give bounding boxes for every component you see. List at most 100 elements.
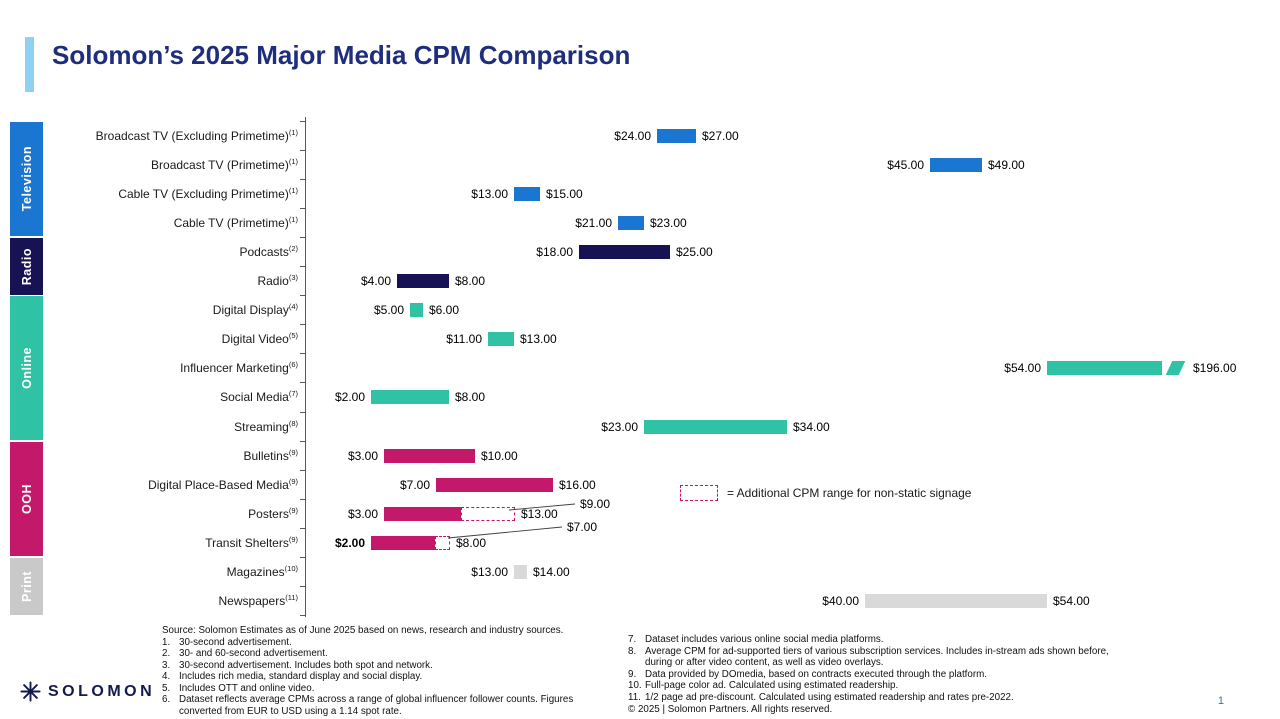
bar-min-label: $13.00 (471, 565, 508, 580)
axis-tick (300, 411, 305, 413)
bar-max-label: $14.00 (533, 565, 570, 580)
bar-min-label: $7.00 (399, 477, 430, 492)
footnotes-right-column: 7. Dataset includes various online social… (628, 634, 1114, 717)
row-label: Cable TV (Primetime)(1) (173, 214, 298, 230)
row-label: Broadcast TV (Excluding Primetime)(1) (95, 127, 298, 143)
footnotes: Source: Solomon Estimates as of June 202… (162, 625, 1252, 717)
footnotes-left-column: Source: Solomon Estimates as of June 202… (162, 625, 614, 717)
bar-min-label: $3.00 (347, 506, 378, 521)
chart-row-digital-display: Digital Display(4) $5.00 $6.00 (10, 296, 1255, 325)
bar-min-label: $3.00 (347, 448, 378, 463)
footnote-item: 3. 30-second advertisement. Includes both… (162, 660, 614, 672)
legend-label: = Additional CPM range for non-static si… (727, 486, 972, 500)
chart-row-cable-tv-excluding-primetime: Cable TV (Excluding Primetime)(1) $13.00 $… (10, 179, 1255, 208)
range-bar (618, 215, 644, 230)
footnote-ref: (9) (288, 447, 298, 457)
chart-row-magazines: Magazines(10) $13.00 $14.00 (10, 558, 1255, 587)
chart-row-transit-shelters: Transit Shelters(9) $2.00 $8.00 (10, 528, 1255, 557)
footnote-ref: (11) (285, 593, 298, 603)
bar-min-label: $2.00 (334, 390, 365, 405)
footnote-item: 8. Average CPM for ad-supported tiers of … (628, 646, 1114, 669)
solomon-logo: SOLOMON (20, 681, 155, 702)
bar-max-label: $25.00 (676, 244, 713, 259)
range-bar (514, 186, 540, 201)
axis-tick (300, 382, 305, 384)
bar-min-label: $4.00 (360, 274, 391, 289)
bar-min-label: $13.00 (471, 186, 508, 201)
copyright-line: © 2025 | Solomon Partners. All rights re… (628, 704, 833, 716)
footnote-item: 5. Includes OTT and online video. (162, 683, 614, 695)
bar-min-label: $2.00 (334, 535, 365, 550)
chart-row-broadcast-tv-excluding-primetime: Broadcast TV (Excluding Primetime)(1) $24… (10, 121, 1255, 150)
bar-min-label: $18.00 (536, 244, 573, 259)
bar-min-label: $11.00 (446, 332, 482, 347)
footnote-ref: (7) (288, 389, 298, 399)
bar-max-label: $34.00 (793, 419, 830, 434)
chart-row-bulletins: Bulletins(9) $3.00 $10.00 (10, 441, 1255, 470)
footnote-ref: (1) (288, 185, 298, 195)
footnote-ref: (2) (288, 243, 298, 253)
category-band-print: Print (10, 558, 43, 615)
footnote-number: 3. (162, 659, 171, 671)
bar-min-label: $21.00 (575, 215, 612, 230)
category-band-online: Online (10, 296, 43, 441)
range-bar (436, 477, 553, 492)
chart-row-influencer-marketing: Influencer Marketing(6) $54.00 $196.00 (10, 354, 1255, 383)
chart-row-posters: Posters(9) $3.00 $13.00 (10, 499, 1255, 528)
footnote-item: 9. Data provided by DOmedia, based on con… (628, 669, 1114, 681)
footnote-ref: (3) (288, 273, 298, 283)
footnote-text: Data provided by DOmedia, based on contr… (645, 668, 987, 680)
axis-tick (300, 440, 305, 442)
footnote-ref: (8) (288, 418, 298, 428)
range-bar (930, 157, 982, 172)
chart-row-streaming: Streaming(8) $23.00 $34.00 (10, 412, 1255, 441)
row-label: Influencer Marketing(6) (180, 360, 298, 376)
range-bar (1047, 361, 1162, 376)
axis-tick (300, 266, 305, 267)
footnote-number: 8. (628, 645, 637, 657)
row-label: Streaming(8) (234, 418, 298, 434)
row-label: Social Media(7) (220, 389, 298, 405)
bar-min-label: $54.00 (1004, 361, 1041, 376)
row-label: Posters(9) (248, 505, 298, 521)
page-number: 1 (1217, 695, 1224, 707)
bar-min-label: $5.00 (373, 303, 404, 318)
row-label: Bulletins(9) (243, 447, 298, 463)
chart-row-broadcast-tv-primetime: Broadcast TV (Primetime)(1) $45.00 $49.00 (10, 150, 1255, 179)
footnote-ref: (5) (288, 331, 298, 341)
footnote-text: 30-second advertisement. Includes both s… (179, 659, 433, 671)
footnote-ref: (1) (288, 156, 298, 166)
chart-row-podcasts: Podcasts(2) $18.00 $25.00 (10, 237, 1255, 266)
footnote-text: Includes OTT and online video. (179, 682, 315, 694)
footnote-number: 11. (628, 691, 641, 703)
footnote-number: 6. (162, 694, 171, 706)
footnote-text: Average CPM for ad-supported tiers of va… (645, 645, 1109, 669)
range-bar (514, 565, 527, 579)
footnote-ref: (1) (288, 127, 298, 137)
axis-tick (300, 149, 305, 151)
axis-tick (300, 236, 305, 238)
row-label: Digital Video(5) (221, 331, 298, 347)
bar-max-label: $10.00 (481, 448, 518, 463)
cpm-range-chart: Television Radio Online OOH Print Broadcast … (10, 117, 1255, 621)
footnote-text: Dataset reflects average CPMs across a r… (179, 694, 574, 717)
bar-max-label: $8.00 (455, 274, 486, 289)
footnote-ref: (10) (284, 564, 298, 574)
axis-tick (300, 207, 305, 209)
source-line: Source: Solomon Estimates as of June 202… (162, 625, 564, 636)
range-bar (657, 128, 696, 143)
title-accent-bar (25, 37, 34, 92)
row-label: Podcasts(2) (239, 243, 298, 259)
dashed-range-bar (461, 506, 515, 521)
footnote-text: Full-page color ad. Calculated using est… (645, 680, 899, 692)
row-label: Radio(3) (257, 273, 298, 289)
axis-tick (300, 527, 305, 529)
axis-tick (300, 498, 305, 500)
axis-tick (300, 615, 305, 617)
footnote-ref: (6) (288, 360, 298, 370)
axis-tick (300, 586, 305, 588)
row-label: Cable TV (Excluding Primetime)(1) (118, 185, 298, 201)
dashed-box-icon (680, 485, 718, 501)
logo-wordmark: SOLOMON (48, 682, 156, 700)
bar-max-label: $13.00 (521, 506, 558, 521)
